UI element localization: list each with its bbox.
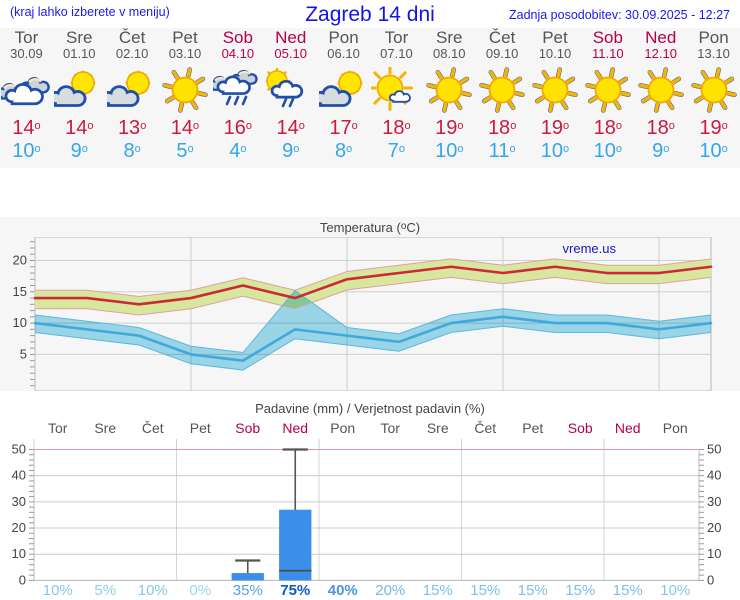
svg-text:15: 15 (13, 284, 27, 299)
svg-text:20: 20 (12, 520, 26, 535)
svg-text:30: 30 (707, 494, 721, 509)
svg-text:40: 40 (12, 468, 26, 483)
svg-text:10: 10 (707, 546, 721, 561)
svg-text:50: 50 (12, 442, 26, 457)
svg-text:vreme.us: vreme.us (563, 241, 617, 256)
svg-text:40: 40 (707, 468, 721, 483)
svg-text:30: 30 (12, 494, 26, 509)
svg-text:50: 50 (707, 442, 721, 457)
svg-text:10: 10 (12, 546, 26, 561)
svg-text:10: 10 (13, 315, 27, 330)
svg-text:20: 20 (707, 520, 721, 535)
svg-text:20: 20 (13, 253, 27, 268)
svg-text:5: 5 (20, 346, 27, 361)
